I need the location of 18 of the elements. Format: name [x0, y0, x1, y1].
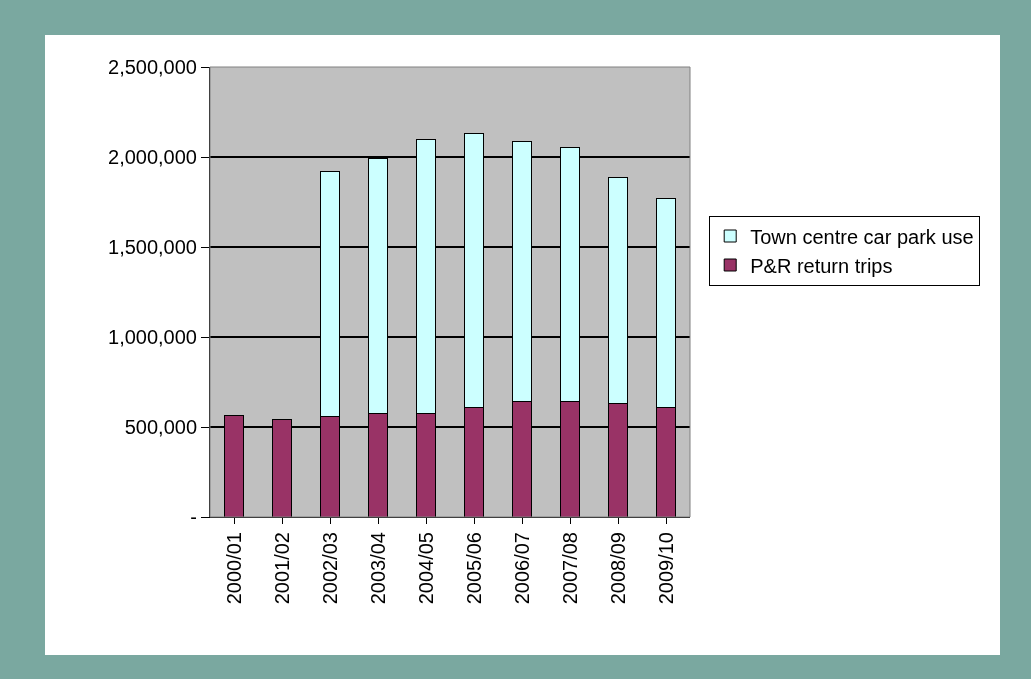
x-tick-label: 2002/03	[318, 532, 341, 605]
x-tick-label: 2005/06	[462, 532, 485, 605]
y-tick-label: 2,500,000	[108, 56, 197, 78]
y-tick-label: 500,000	[124, 416, 197, 438]
legend-label: Town centre car park use	[750, 225, 974, 248]
y-tick-label: -	[190, 506, 197, 528]
x-tick-label: 2009/10	[654, 532, 677, 605]
x-tick-label: 2007/08	[558, 532, 581, 605]
y-tick-label: 1,000,000	[108, 326, 197, 348]
x-tick-label: 2006/07	[510, 532, 533, 605]
x-tick-label: 2008/09	[606, 532, 629, 605]
x-tick-label: 2004/05	[414, 532, 437, 605]
y-tick-label: 1,500,000	[108, 236, 197, 258]
x-tick-label: 2003/04	[366, 532, 389, 605]
legend-label: P&R return trips	[750, 254, 893, 277]
x-tick-label: 2000/01	[222, 532, 245, 605]
y-tick-label: 2,000,000	[108, 146, 197, 168]
x-tick-label: 2001/02	[270, 532, 293, 605]
